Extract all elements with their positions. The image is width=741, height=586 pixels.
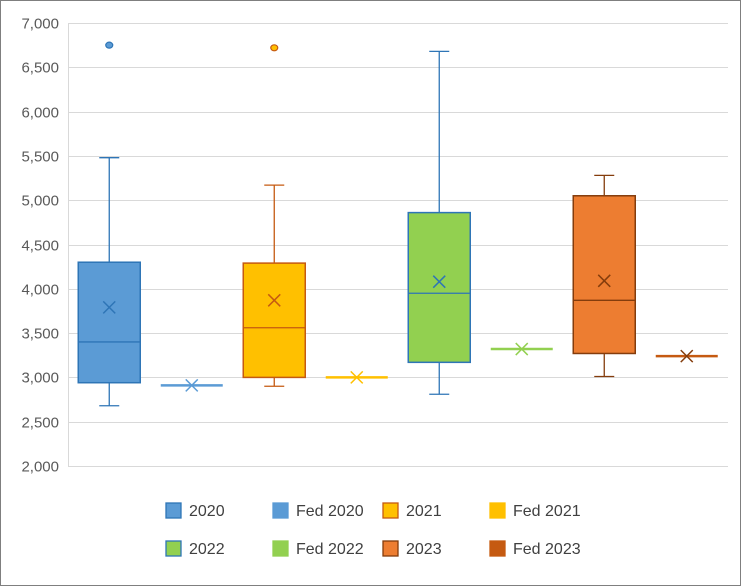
mean-marker-fed-2021-stroke-b [350, 370, 364, 384]
legend-swatch-fed-2022 [272, 540, 289, 557]
series-fed-2022 [490, 342, 553, 356]
mean-marker-fed-2023-stroke-b [680, 349, 694, 363]
series-2021 [242, 44, 306, 387]
mean-marker-2023 [597, 274, 611, 288]
series-fed-2023 [655, 349, 718, 363]
legend-label-fed-2023: Fed 2023 [513, 541, 581, 558]
legend-swatch-2021 [382, 502, 399, 519]
series-2020 [77, 41, 141, 407]
legend-label-fed-2021: Fed 2021 [513, 503, 581, 520]
legend-label-2021: 2021 [406, 503, 442, 520]
legend-swatch-fed-2020 [272, 502, 289, 519]
series-fed-2021 [325, 370, 388, 384]
mean-marker-2020-stroke-b [102, 300, 116, 314]
legend-item-2022: 2022 [165, 540, 225, 558]
legend-item-fed-2020: Fed 2020 [272, 502, 364, 520]
legend: 2020 Fed 2020 2021 Fed 2021 2022 Fed 2022 2023… [165, 502, 581, 558]
legend-swatch-2023 [382, 540, 399, 557]
legend-label-fed-2020: Fed 2020 [296, 503, 364, 520]
mean-marker-2022 [432, 275, 446, 289]
box-2023 [572, 195, 636, 355]
box-2020 [77, 261, 141, 384]
legend-swatch-2022 [165, 540, 182, 557]
y-tick-label-7000: 7,000 [21, 16, 59, 33]
legend-swatch-fed-2023 [489, 540, 506, 557]
mean-marker-2023-stroke-b [597, 274, 611, 288]
box-2022 [407, 211, 471, 364]
mean-marker-fed-2022 [515, 342, 529, 356]
mean-marker-2020 [102, 300, 116, 314]
y-tick-label-6500: 6,500 [21, 60, 59, 77]
y-tick-label-4500: 4,500 [21, 238, 59, 255]
y-tick-label-5500: 5,500 [21, 149, 59, 166]
legend-swatch-fed-2021 [489, 502, 506, 519]
legend-item-2020: 2020 [165, 502, 225, 520]
plot-area [77, 41, 718, 407]
series-2022 [407, 50, 471, 395]
series-fed-2020 [160, 378, 223, 392]
y-axis: 2,000 2,500 3,000 3,500 4,000 4,500 5,000 5,500… [21, 16, 69, 476]
y-tick-label-6000: 6,000 [21, 105, 59, 122]
box-2021 [242, 262, 306, 379]
legend-item-2023: 2023 [382, 540, 442, 558]
mean-marker-2021 [267, 293, 281, 307]
legend-item-fed-2022: Fed 2022 [272, 540, 364, 558]
y-tick-label-3000: 3,000 [21, 370, 59, 387]
y-tick-label-3500: 3,500 [21, 326, 59, 343]
legend-item-fed-2023: Fed 2023 [489, 540, 581, 558]
legend-swatch-2020 [165, 502, 182, 519]
y-tick-label-2500: 2,500 [21, 415, 59, 432]
legend-label-2022: 2022 [189, 541, 225, 558]
outlier-2020-0 [105, 41, 114, 49]
mean-marker-fed-2020-stroke-b [185, 378, 199, 392]
outlier-2021-0 [270, 44, 279, 52]
y-tick-label-4000: 4,000 [21, 282, 59, 299]
mean-marker-fed-2023 [680, 349, 694, 363]
mean-marker-fed-2020 [185, 378, 199, 392]
y-tick-label-5000: 5,000 [21, 193, 59, 210]
legend-label-fed-2022: Fed 2022 [296, 541, 364, 558]
legend-label-2023: 2023 [406, 541, 442, 558]
mean-marker-2022-stroke-b [432, 275, 446, 289]
mean-marker-2021-stroke-b [267, 293, 281, 307]
mean-marker-fed-2021 [350, 370, 364, 384]
gridlines [68, 23, 728, 467]
legend-item-fed-2021: Fed 2021 [489, 502, 581, 520]
legend-item-2021: 2021 [382, 502, 442, 520]
y-tick-label-2000: 2,000 [21, 459, 59, 476]
mean-marker-fed-2022-stroke-b [515, 342, 529, 356]
legend-label-2020: 2020 [189, 503, 225, 520]
series-2023 [572, 174, 636, 378]
